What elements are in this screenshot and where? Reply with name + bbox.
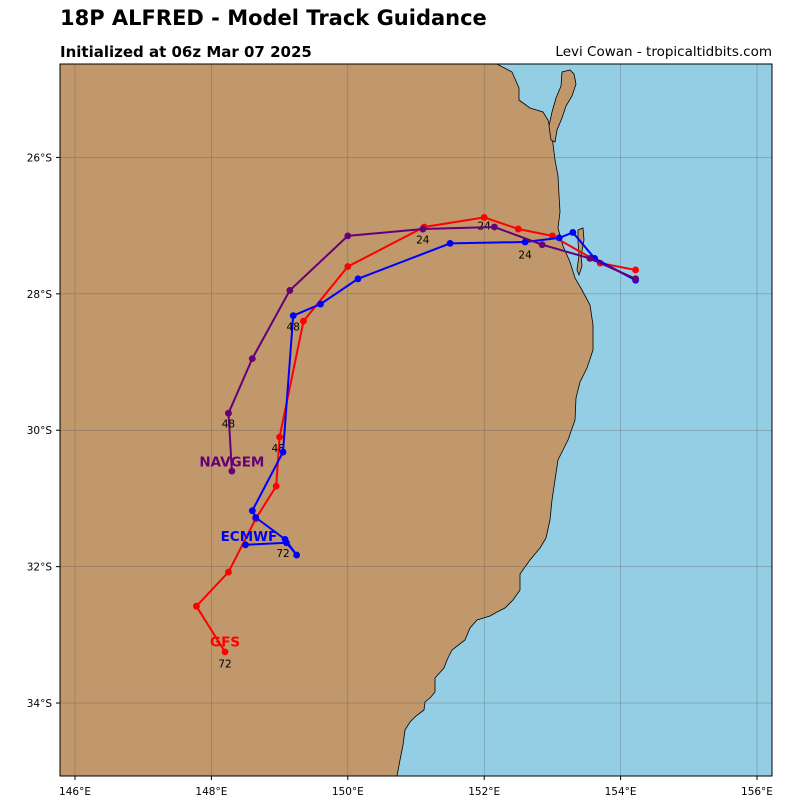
gfs-model-label: GFS [210,635,240,651]
gfs-track-point [344,263,352,270]
lon-tick-label: 150°E [332,786,364,798]
navgem-track-point [286,287,294,294]
ecmwf-track-point [252,514,260,521]
navgem-model-label: NAVGEM [199,455,264,471]
navgem-track-point [491,223,498,231]
navgem-track-point [419,225,427,233]
ecmwf-track-line [245,231,637,556]
lat-tick-label: 30°S [27,425,53,437]
gfs-track-point [225,568,232,576]
ecmwf-track-point [555,234,563,242]
navgem-track-point [538,241,546,249]
lon-tick-label: 146°E [59,786,91,798]
map-frame [59,63,773,777]
ecmwf-hour-label: 24 [518,249,532,261]
navgem-hour-label: 24 [416,234,430,246]
gfs-track-point [276,433,284,441]
ecmwf-model-label: ECMWF [221,529,278,545]
navgem-hour-label: 48 [222,418,235,430]
ecmwf-hour-label: 72 [276,548,289,560]
gfs-track-point [480,214,488,221]
ecmwf-track-point [317,300,324,308]
gfs-track-point [300,317,307,325]
gfs-track-point [632,266,640,274]
navgem-track-line [227,225,637,472]
map-title: 18P ALFRED - Model Track Guidance [60,6,487,30]
gfs-hour-label: 72 [218,658,231,670]
navgem-track-point [228,467,236,475]
gfs-track-point [221,648,229,656]
ecmwf-track-point [242,541,249,549]
lon-tick-label: 156°E [741,786,773,798]
ecmwf-track-point [354,275,362,283]
map-credit: Levi Cowan - tropicaltidbits.com [555,44,772,60]
lon-tick-label: 148°E [195,786,227,798]
gfs-track-point [514,225,522,233]
lon-tick-label: 152°E [468,786,500,798]
gfs-track-line [195,216,636,653]
navgem-track-point [344,232,352,240]
gfs-track-point [192,602,200,610]
ecmwf-track-point [446,239,454,247]
lat-tick-label: 34°S [27,698,53,710]
navgem-track-point [586,254,594,262]
ecmwf-track-point [248,507,256,515]
lat-tick-label: 26°S [27,152,53,164]
lat-tick-label: 28°S [27,289,53,301]
lon-tick-label: 154°E [605,786,637,798]
ecmwf-track-point [283,539,290,547]
fraser-island [548,69,577,143]
ecmwf-track-point [279,448,287,456]
ecmwf-track-point [569,229,577,236]
navgem-track-point [248,355,256,363]
navgem-track-point [632,275,640,283]
navgem-track-point [225,409,232,417]
ecmwf-track-point [521,238,529,246]
gfs-track-point [272,482,280,490]
ecmwf-track-point [293,551,301,559]
map-subtitle: Initialized at 06z Mar 07 2025 [60,43,312,61]
australia-landmass [60,64,594,776]
lat-tick-label: 32°S [27,562,53,574]
ecmwf-track-point [289,312,297,320]
ecmwf-hour-label: 48 [287,322,300,334]
